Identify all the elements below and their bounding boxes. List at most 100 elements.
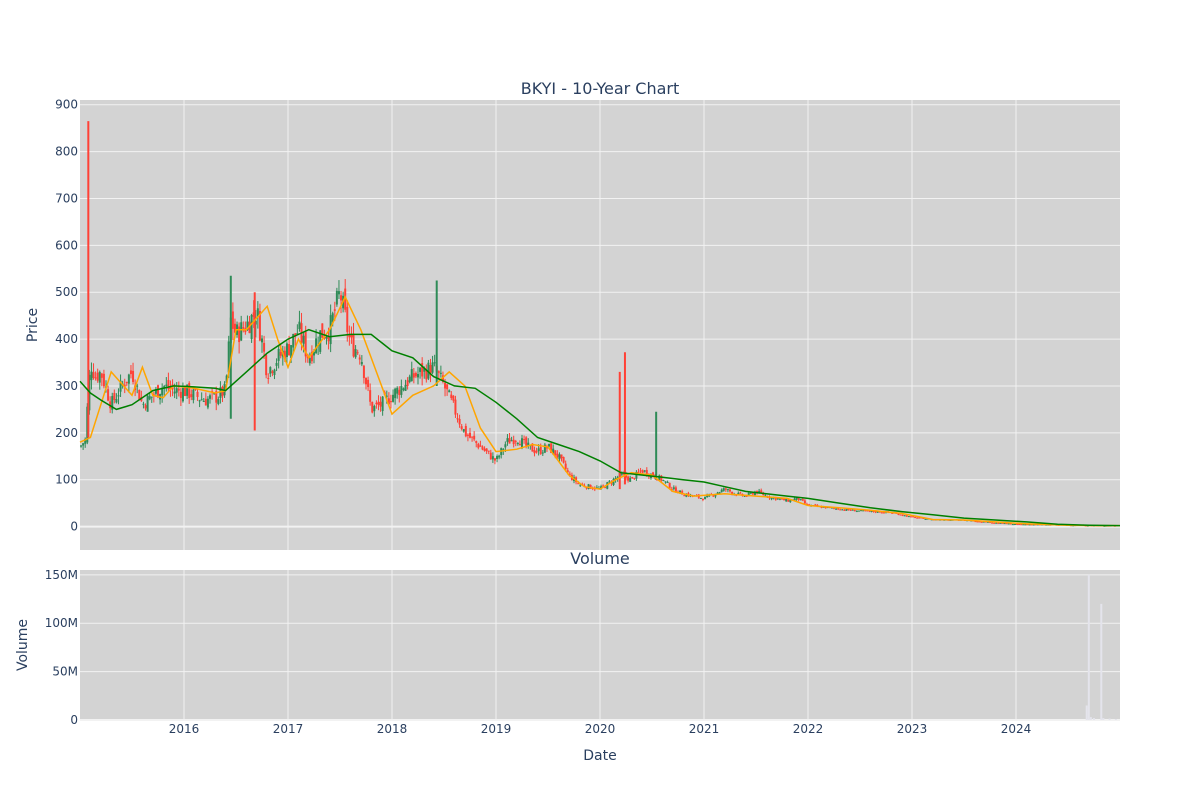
- candle-body: [539, 446, 542, 454]
- candle-body: [417, 374, 419, 378]
- candle-body: [136, 385, 139, 387]
- candle-body: [84, 438, 87, 444]
- x-tick-label: 2020: [585, 722, 616, 736]
- volume-y-tick-label: 150M: [45, 568, 78, 582]
- candle-body: [333, 309, 336, 311]
- candle-body: [795, 497, 798, 500]
- candle-body: [847, 508, 850, 511]
- candle-body: [188, 383, 191, 399]
- candle-body: [716, 492, 719, 494]
- candle-body: [645, 469, 648, 476]
- candle-body: [1016, 523, 1019, 525]
- candle-body: [608, 481, 611, 483]
- candle-body: [747, 492, 750, 496]
- candle-body: [466, 434, 469, 436]
- volume-bar: [1100, 603, 1103, 720]
- candle-body: [579, 484, 582, 486]
- x-tick-label: 2016: [169, 722, 200, 736]
- candle-body: [475, 441, 478, 443]
- candle-body: [737, 492, 740, 495]
- candle-body: [625, 474, 627, 478]
- candle-body: [269, 367, 272, 374]
- candle-body: [356, 352, 359, 354]
- candle-body: [454, 399, 457, 415]
- candle-body: [412, 373, 415, 378]
- volume-y-tick-label: 100M: [45, 616, 78, 630]
- candle-body: [265, 354, 268, 376]
- candle-body: [683, 495, 686, 497]
- candle-body: [872, 510, 875, 512]
- candle-body: [446, 384, 449, 390]
- candle-body: [406, 380, 409, 387]
- candle-body: [918, 517, 921, 519]
- candle-body: [296, 333, 299, 335]
- candle-body: [685, 494, 688, 497]
- candle-body: [789, 499, 792, 503]
- candle-body: [758, 490, 761, 494]
- candle-body: [337, 291, 340, 295]
- candle-body: [479, 445, 482, 447]
- volume-bar: [1108, 718, 1111, 720]
- candle-body: [787, 499, 790, 502]
- candle-body: [408, 376, 411, 383]
- candle-body: [421, 363, 424, 377]
- candle-body: [916, 517, 919, 519]
- candle-body: [313, 351, 315, 356]
- volume-bars: [1085, 574, 1117, 720]
- candle-body: [288, 344, 291, 356]
- candle-body: [483, 448, 486, 451]
- price-y-tick-label: 700: [55, 191, 78, 205]
- candle-body: [414, 372, 417, 377]
- candle-body: [870, 510, 873, 512]
- candle-body: [1009, 523, 1012, 525]
- candle-body: [327, 335, 330, 342]
- candle-body: [922, 517, 925, 519]
- candle-body: [194, 388, 197, 390]
- candle-body: [552, 448, 555, 455]
- candle-body: [635, 471, 638, 479]
- candle-body: [897, 513, 900, 515]
- candle-body: [107, 389, 110, 401]
- candle-body: [560, 454, 563, 459]
- candle-body: [704, 496, 707, 500]
- candle-body: [261, 338, 263, 343]
- candle-body: [974, 521, 977, 523]
- volume-bar: [1085, 705, 1088, 720]
- candle-body: [419, 367, 422, 372]
- price-chart-title: BKYI - 10-Year Chart: [521, 79, 680, 98]
- volume-x-ticks: 2016 2017 2018 2019 2020 2021 2022 2023 2024: [169, 722, 1032, 736]
- candle-body: [80, 445, 83, 447]
- candle-body: [652, 472, 655, 477]
- candle-body: [743, 495, 746, 497]
- candle-body: [1003, 523, 1006, 525]
- candle-body: [774, 496, 777, 500]
- candle-body: [541, 452, 544, 454]
- candle-body: [814, 504, 817, 506]
- candle-body: [641, 470, 644, 473]
- candle-body: [450, 394, 453, 398]
- candle-body: [901, 514, 904, 516]
- candle-body: [666, 482, 669, 484]
- candle-body: [198, 400, 201, 402]
- candle-body: [308, 357, 311, 364]
- candle-body: [801, 499, 804, 501]
- candle-body: [362, 365, 365, 379]
- candle-body: [760, 490, 763, 493]
- candle-body: [146, 395, 149, 412]
- candle-body: [444, 382, 447, 389]
- candle-body: [161, 387, 164, 396]
- volume-y-axis-label: Volume: [15, 619, 31, 671]
- candle-body: [215, 391, 218, 403]
- candle-body: [142, 403, 145, 405]
- candle-body: [577, 483, 580, 485]
- candle-body: [562, 457, 565, 463]
- candle-body: [441, 375, 444, 382]
- candle-body: [729, 489, 731, 492]
- candle-body: [117, 395, 120, 397]
- candle-body: [481, 446, 484, 450]
- candle-body: [718, 492, 721, 494]
- candle-body: [471, 436, 474, 438]
- candle-body: [535, 451, 538, 453]
- candle-body: [192, 389, 195, 401]
- ma-short-line: [79, 295, 1120, 527]
